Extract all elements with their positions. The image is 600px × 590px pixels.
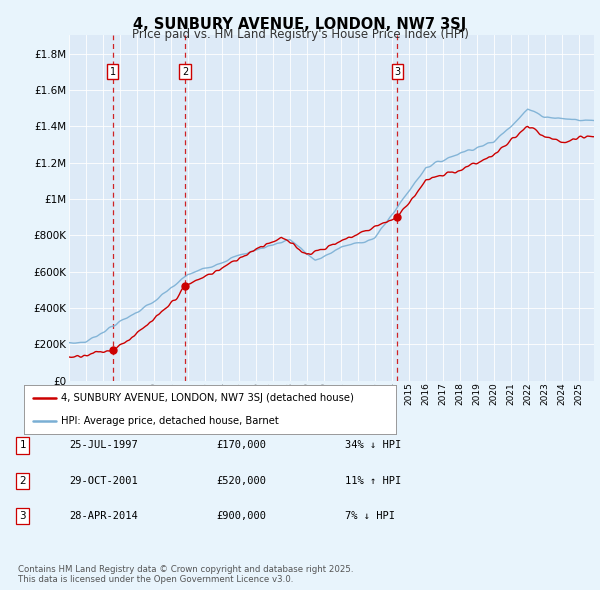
Text: 4, SUNBURY AVENUE, LONDON, NW7 3SJ: 4, SUNBURY AVENUE, LONDON, NW7 3SJ bbox=[133, 17, 467, 31]
Text: 11% ↑ HPI: 11% ↑ HPI bbox=[345, 476, 401, 486]
Text: £900,000: £900,000 bbox=[216, 512, 266, 521]
Text: £520,000: £520,000 bbox=[216, 476, 266, 486]
Text: 7% ↓ HPI: 7% ↓ HPI bbox=[345, 512, 395, 521]
Text: 1: 1 bbox=[110, 67, 116, 77]
Text: Contains HM Land Registry data © Crown copyright and database right 2025.
This d: Contains HM Land Registry data © Crown c… bbox=[18, 565, 353, 584]
Text: 28-APR-2014: 28-APR-2014 bbox=[69, 512, 138, 521]
Text: Price paid vs. HM Land Registry's House Price Index (HPI): Price paid vs. HM Land Registry's House … bbox=[131, 28, 469, 41]
Text: 2: 2 bbox=[182, 67, 188, 77]
Text: 2: 2 bbox=[19, 476, 26, 486]
Text: 4, SUNBURY AVENUE, LONDON, NW7 3SJ (detached house): 4, SUNBURY AVENUE, LONDON, NW7 3SJ (deta… bbox=[61, 394, 354, 404]
Text: 3: 3 bbox=[19, 512, 26, 521]
Text: 34% ↓ HPI: 34% ↓ HPI bbox=[345, 441, 401, 450]
Text: 1: 1 bbox=[19, 441, 26, 450]
Text: HPI: Average price, detached house, Barnet: HPI: Average price, detached house, Barn… bbox=[61, 415, 279, 425]
Text: 29-OCT-2001: 29-OCT-2001 bbox=[69, 476, 138, 486]
Text: 3: 3 bbox=[394, 67, 400, 77]
Text: 25-JUL-1997: 25-JUL-1997 bbox=[69, 441, 138, 450]
Text: £170,000: £170,000 bbox=[216, 441, 266, 450]
